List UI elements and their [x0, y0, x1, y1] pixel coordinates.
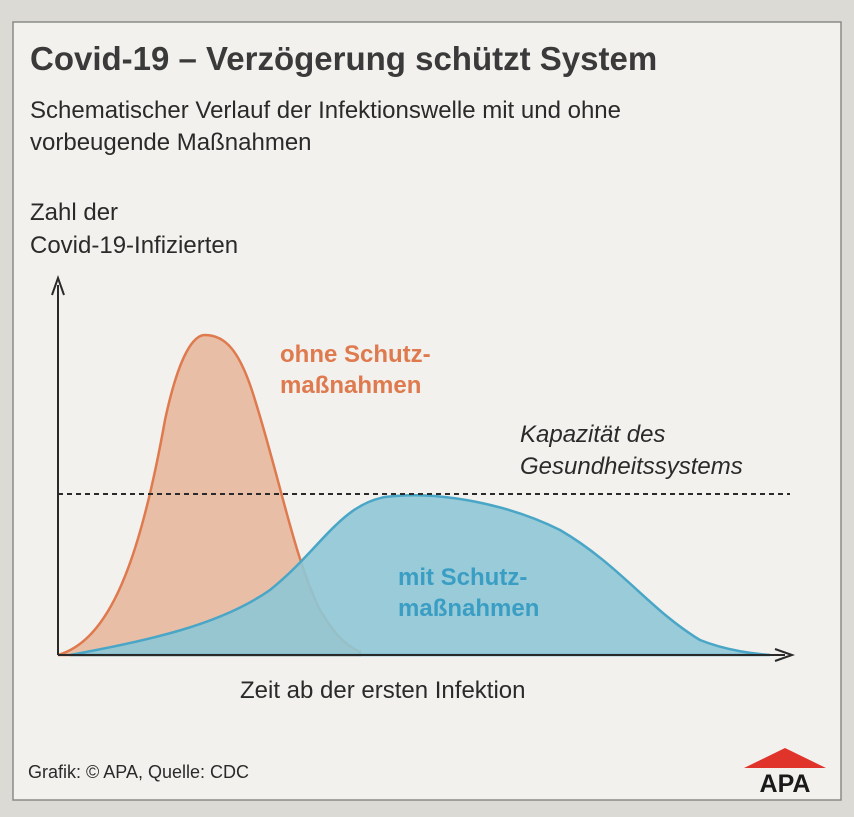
subtitle-line: Schematischer Verlauf der Infektionswell…: [30, 97, 621, 124]
curve-label: ohne Schutz-: [280, 341, 431, 368]
logo-text: APA: [760, 770, 811, 798]
y-axis-label: Covid-19-Infizierten: [30, 232, 238, 259]
logo: APA: [744, 748, 826, 798]
x-axis-arrow: [774, 648, 796, 662]
capacity-label: Kapazität des: [520, 421, 665, 448]
curve-label: mit Schutz-: [398, 564, 527, 591]
y-axis-label: Zahl der: [30, 199, 118, 226]
title: Covid-19 – Verzögerung schützt System: [30, 40, 657, 77]
y-axis-arrow: [51, 274, 65, 296]
curve-with-measures: [69, 494, 771, 657]
frame: [12, 21, 842, 801]
logo-roof: [744, 748, 826, 768]
x-axis-label: Zeit ab der ersten Infektion: [240, 677, 526, 704]
capacity-label: Gesundheitssystems: [520, 453, 743, 480]
curve-label: maßnahmen: [398, 595, 539, 622]
subtitle-line: vorbeugende Maßnahmen: [30, 129, 312, 156]
curve-label: maßnahmen: [280, 372, 421, 399]
source: Grafik: © APA, Quelle: CDC: [28, 762, 249, 782]
